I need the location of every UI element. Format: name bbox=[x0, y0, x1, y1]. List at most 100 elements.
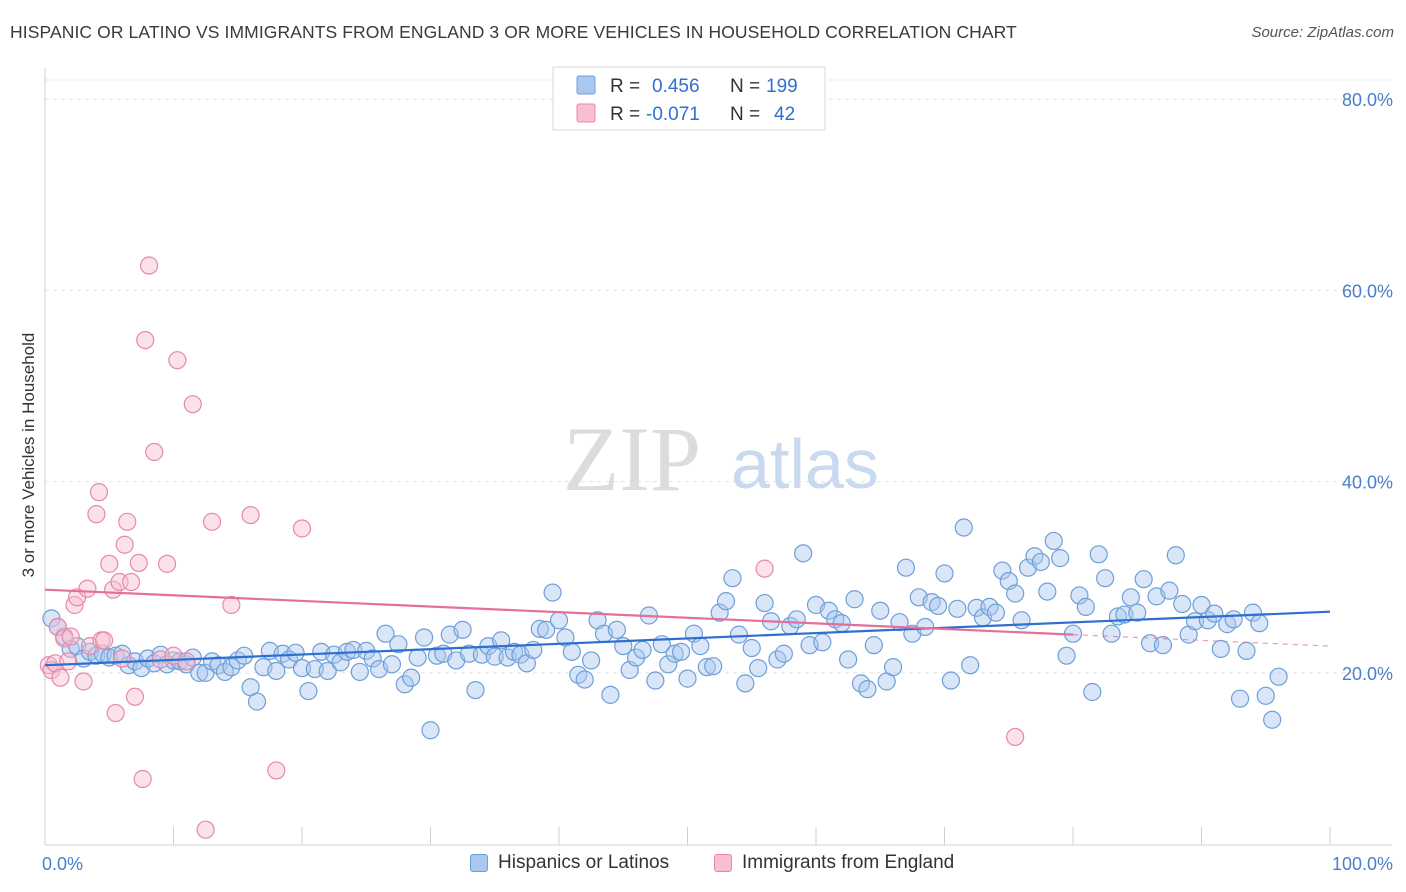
y-tick-label: 80.0% bbox=[1342, 90, 1393, 110]
data-point-hispanics bbox=[299, 681, 318, 701]
data-point-hispanics bbox=[408, 648, 427, 667]
y-tick-label: 20.0% bbox=[1342, 664, 1393, 684]
legend-r-value-1: 0.456 bbox=[652, 76, 700, 97]
y-tick-labels: 80.0% 60.0% 40.0% 20.0% bbox=[1342, 90, 1393, 684]
data-point-hispanics bbox=[1044, 531, 1063, 551]
data-point-hispanics bbox=[485, 647, 504, 666]
data-point-england bbox=[61, 627, 80, 646]
data-point-hispanics bbox=[729, 625, 749, 644]
data-point-hispanics bbox=[716, 592, 736, 611]
data-point-england bbox=[95, 631, 114, 650]
data-point-hispanics bbox=[967, 598, 986, 617]
data-point-hispanics bbox=[382, 655, 402, 674]
watermark-atlas: atlas bbox=[731, 425, 879, 503]
grid-lines bbox=[45, 79, 1392, 674]
data-point-hispanics bbox=[395, 675, 414, 694]
data-point-hispanics bbox=[292, 658, 312, 678]
data-point-england bbox=[755, 559, 774, 578]
data-point-england bbox=[267, 761, 286, 780]
data-point-hispanics bbox=[376, 624, 395, 643]
legend-swatch-hispanics bbox=[470, 854, 488, 872]
bottom-legend: Hispanics or Latinos Immigrants from Eng… bbox=[0, 850, 1406, 880]
data-point-hispanics bbox=[928, 596, 948, 616]
data-point-hispanics bbox=[1263, 710, 1282, 729]
data-point-england bbox=[129, 553, 148, 573]
data-point-hispanics bbox=[1089, 545, 1108, 564]
legend-n-label-1: N = bbox=[730, 76, 760, 97]
data-point-hispanics bbox=[742, 638, 761, 658]
trend-line-england bbox=[44, 588, 1074, 636]
data-point-hispanics bbox=[363, 649, 382, 668]
data-point-hispanics bbox=[691, 636, 710, 656]
data-point-england bbox=[202, 512, 222, 531]
data-point-england bbox=[145, 442, 164, 462]
data-point-hispanics bbox=[414, 628, 434, 647]
legend-label-england: Immigrants from England bbox=[742, 852, 955, 873]
data-point-hispanics bbox=[582, 651, 601, 670]
legend-item-hispanics: Hispanics or Latinos bbox=[470, 852, 669, 874]
data-point-hispanics bbox=[1121, 588, 1140, 607]
data-point-england bbox=[177, 652, 196, 671]
data-point-england bbox=[115, 535, 134, 554]
data-point-hispanics bbox=[389, 635, 408, 654]
data-point-hispanics bbox=[1102, 624, 1121, 643]
legend-r-label-1: R = bbox=[610, 76, 640, 97]
series-hispanics-points bbox=[42, 518, 1288, 740]
data-point-hispanics bbox=[492, 631, 511, 650]
data-point-england bbox=[89, 483, 109, 502]
y-tick-label: 40.0% bbox=[1342, 473, 1393, 493]
data-point-hispanics bbox=[1012, 611, 1031, 630]
data-point-hispanics bbox=[1192, 595, 1211, 615]
data-point-england bbox=[106, 703, 125, 723]
legend-n-value-2: 42 bbox=[774, 104, 795, 125]
data-point-hispanics bbox=[749, 658, 768, 678]
data-point-england bbox=[133, 769, 152, 789]
data-point-hispanics bbox=[736, 674, 755, 693]
data-point-hispanics bbox=[562, 642, 581, 661]
legend-item-england: Immigrants from England bbox=[714, 852, 954, 874]
data-point-hispanics bbox=[723, 569, 742, 588]
legend-swatch-england bbox=[714, 854, 732, 872]
legend-n-value-1: 199 bbox=[766, 76, 798, 97]
chart-title: HISPANIC OR LATINO VS IMMIGRANTS FROM EN… bbox=[10, 22, 1017, 42]
data-point-hispanics bbox=[794, 544, 813, 563]
data-point-hispanics bbox=[1166, 546, 1185, 565]
x-tick-label: 0.0% bbox=[42, 854, 83, 874]
data-point-hispanics bbox=[1224, 610, 1243, 629]
data-point-hispanics bbox=[1006, 584, 1025, 603]
data-point-england bbox=[51, 668, 70, 687]
data-point-hispanics bbox=[832, 614, 851, 633]
data-point-hispanics bbox=[697, 658, 716, 677]
data-point-hispanics bbox=[1237, 641, 1256, 660]
data-point-hispanics bbox=[1057, 646, 1076, 665]
data-point-hispanics bbox=[549, 611, 569, 630]
data-point-hispanics bbox=[710, 603, 729, 622]
data-point-hispanics bbox=[986, 603, 1006, 622]
data-point-hispanics bbox=[704, 657, 723, 676]
data-point-hispanics bbox=[961, 656, 980, 675]
data-point-england bbox=[183, 395, 202, 414]
legend-r-label-2: R = bbox=[610, 104, 640, 125]
data-point-hispanics bbox=[427, 646, 447, 665]
data-point-england bbox=[87, 505, 106, 524]
legend-label-hispanics: Hispanics or Latinos bbox=[498, 852, 670, 873]
axes bbox=[44, 68, 1392, 846]
data-point-hispanics bbox=[1173, 594, 1192, 614]
data-point-hispanics bbox=[1230, 689, 1250, 708]
data-point-hispanics bbox=[537, 620, 556, 639]
data-point-hispanics bbox=[1096, 569, 1115, 588]
data-point-hispanics bbox=[350, 662, 369, 682]
data-point-england bbox=[157, 554, 177, 573]
data-point-hispanics bbox=[896, 558, 916, 577]
data-point-hispanics bbox=[1243, 603, 1263, 622]
data-point-hispanics bbox=[1153, 636, 1173, 655]
legend-r-value-2: -0.071 bbox=[646, 104, 700, 125]
data-point-england bbox=[121, 572, 141, 592]
data-point-hispanics bbox=[883, 658, 903, 677]
data-point-england bbox=[136, 331, 155, 350]
legend-frame bbox=[552, 66, 826, 131]
watermark-zip: ZIP bbox=[563, 408, 701, 510]
data-point-hispanics bbox=[1211, 639, 1230, 659]
data-point-hispanics bbox=[1031, 552, 1050, 572]
